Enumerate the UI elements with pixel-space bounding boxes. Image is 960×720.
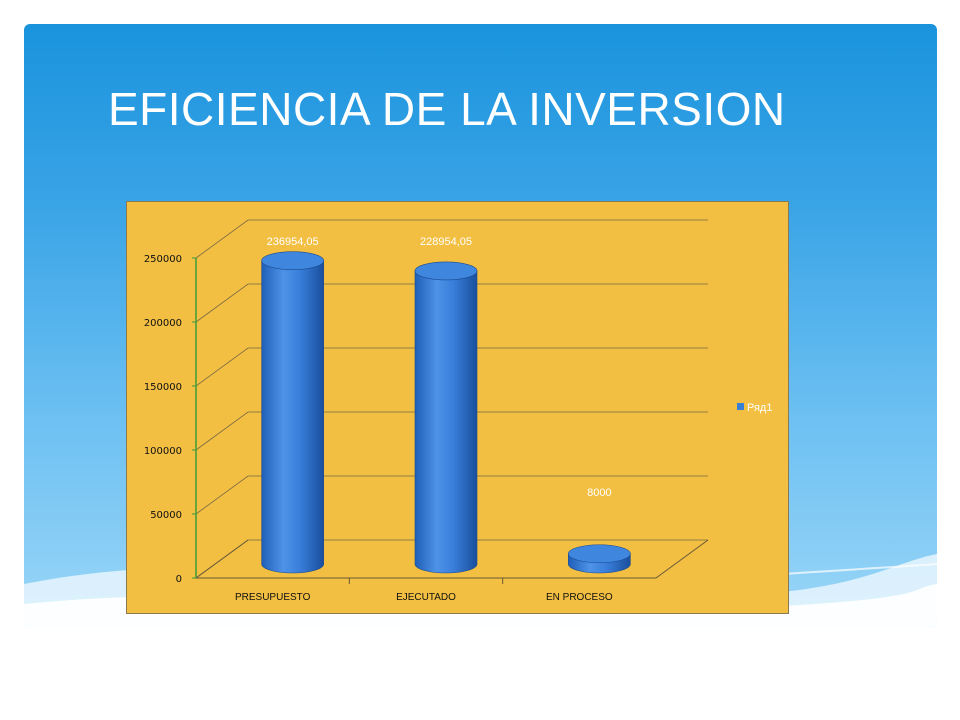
- y-tick-label: 150000: [144, 382, 182, 393]
- x-tick-label: PRESUPUESTO: [235, 592, 311, 603]
- floor-edge: [195, 539, 249, 579]
- bar: [414, 261, 478, 574]
- x-tick-label: EN PROCESO: [546, 592, 613, 603]
- bar-top: [414, 261, 478, 281]
- y-tick-label: 100000: [144, 446, 182, 457]
- legend-swatch: [737, 403, 744, 410]
- slide-title: EFICIENCIA DE LA INVERSION: [108, 83, 786, 135]
- bar-body: [414, 270, 478, 574]
- bar-top: [261, 251, 324, 270]
- gridline: [195, 283, 708, 323]
- gridline: [195, 347, 708, 387]
- y-tick-label: 200000: [144, 318, 182, 329]
- y-tick-label: 250000: [144, 254, 182, 265]
- bar: [568, 544, 631, 574]
- data-label: 8000: [587, 487, 611, 499]
- bar-chart: 0 50000 100000 150000 200000 250000 PRESUPUEST…: [144, 219, 772, 603]
- gridline: [195, 475, 708, 515]
- gridline: [195, 411, 708, 451]
- bar-top: [568, 544, 631, 564]
- data-label: 236954,05: [267, 236, 319, 248]
- y-tick-label: 50000: [150, 510, 182, 521]
- bar-body: [261, 260, 324, 574]
- y-tick-label: 0: [176, 574, 182, 585]
- gridline: [195, 219, 708, 259]
- x-tick-label: EJECUTADO: [396, 592, 456, 603]
- bar: [261, 251, 324, 574]
- legend-label: Ряд1: [747, 402, 772, 414]
- data-label: 228954,05: [420, 236, 472, 248]
